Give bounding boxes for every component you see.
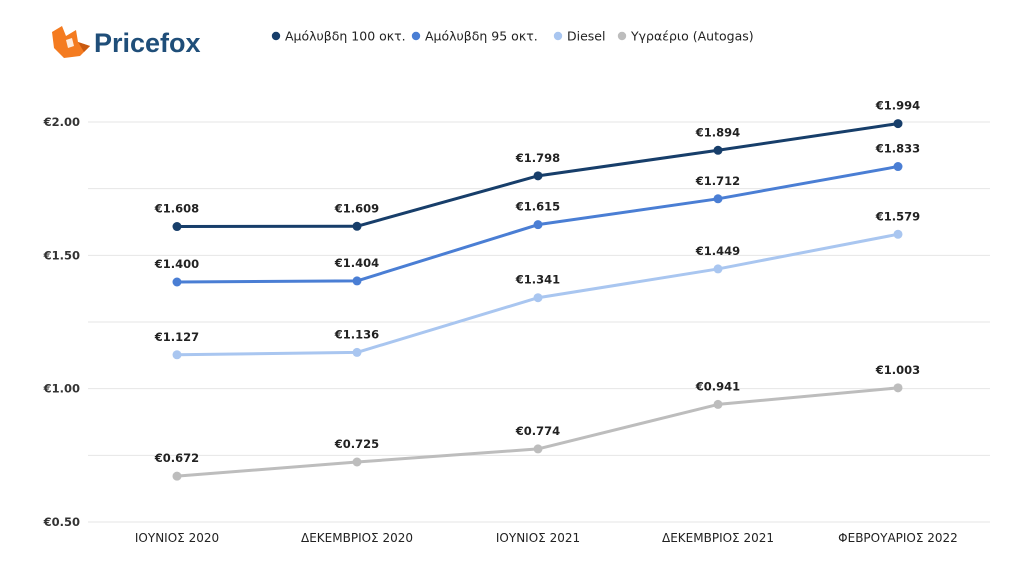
data-point <box>172 350 182 360</box>
legend-marker <box>553 31 563 41</box>
data-point <box>893 119 903 129</box>
x-tick-label: ΙΟΥΝΙΟΣ 2020 <box>135 531 219 545</box>
x-tick-label: ΙΟΥΝΙΟΣ 2021 <box>496 531 580 545</box>
x-tick-label: ΔΕΚΕΜΒΡΙΟΣ 2020 <box>301 531 413 545</box>
data-label: €1.615 <box>515 200 560 214</box>
data-point <box>172 471 182 481</box>
y-tick-label: €1.50 <box>43 248 80 262</box>
data-label: €0.672 <box>154 451 199 465</box>
data-point <box>533 444 543 454</box>
data-label: €1.833 <box>875 142 920 156</box>
data-label: €1.404 <box>334 256 379 270</box>
x-tick-label: ΔΕΚΕΜΒΡΙΟΣ 2021 <box>662 531 774 545</box>
legend-marker <box>411 31 421 41</box>
data-label: €0.725 <box>334 437 379 451</box>
legend-label: Υγραέριο (Autogas) <box>630 29 754 44</box>
data-points <box>172 119 903 481</box>
data-label: €1.798 <box>515 151 560 165</box>
data-point <box>533 293 543 303</box>
data-point <box>893 162 903 172</box>
data-point <box>893 229 903 239</box>
brand-name: Pricefox <box>94 28 201 58</box>
legend-label: Diesel <box>567 29 605 44</box>
legend-label: Αμόλυβδη 95 οκτ. <box>425 29 538 44</box>
data-label: €1.712 <box>695 174 740 188</box>
data-label: €0.774 <box>515 424 560 438</box>
y-tick-label: €0.50 <box>43 515 80 529</box>
data-point <box>352 347 362 357</box>
data-point <box>713 264 723 274</box>
y-tick-label: €2.00 <box>43 115 80 129</box>
gridlines <box>88 121 990 523</box>
data-label: €1.400 <box>154 257 199 271</box>
data-point <box>713 399 723 409</box>
data-label: €1.341 <box>515 273 560 287</box>
data-label: €1.609 <box>334 201 379 215</box>
y-axis: €0.50 €1.00 €1.50 €2.00 <box>43 115 80 529</box>
brand-logo: Pricefox <box>52 26 201 58</box>
data-label: €1.894 <box>695 125 740 139</box>
data-point <box>352 457 362 467</box>
fox-logo-icon <box>52 26 90 58</box>
data-label: €1.127 <box>154 330 199 344</box>
data-label: €1.003 <box>875 363 920 377</box>
data-point <box>533 220 543 230</box>
legend: Αμόλυβδη 100 οκτ. Αμόλυβδη 95 οκτ. Diesel Υ… <box>271 29 754 44</box>
data-point <box>352 276 362 286</box>
data-point <box>172 277 182 287</box>
data-point <box>713 194 723 204</box>
data-point <box>893 383 903 393</box>
legend-marker <box>617 31 627 41</box>
x-tick-label: ΦΕΒΡΟΥΑΡΙΟΣ 2022 <box>838 531 958 545</box>
data-point <box>533 171 543 181</box>
data-point <box>352 221 362 231</box>
data-label: €1.608 <box>154 202 199 216</box>
data-label: €1.579 <box>875 209 920 223</box>
data-label: €1.994 <box>875 99 920 113</box>
data-label: €1.136 <box>334 327 379 341</box>
x-axis: ΙΟΥΝΙΟΣ 2020 ΔΕΚΕΜΒΡΙΟΣ 2020 ΙΟΥΝΙΟΣ 2021 Δ… <box>135 531 958 545</box>
data-labels: €1.608 €1.609 €1.798 €1.894 €1.994 €1.400 €1.4… <box>154 99 920 466</box>
legend-marker <box>271 31 281 41</box>
y-tick-label: €1.00 <box>43 382 80 396</box>
data-label: €1.449 <box>695 244 740 258</box>
data-point <box>713 145 723 155</box>
legend-label: Αμόλυβδη 100 οκτ. <box>285 29 406 44</box>
data-label: €0.941 <box>695 379 740 393</box>
data-point <box>172 222 182 232</box>
